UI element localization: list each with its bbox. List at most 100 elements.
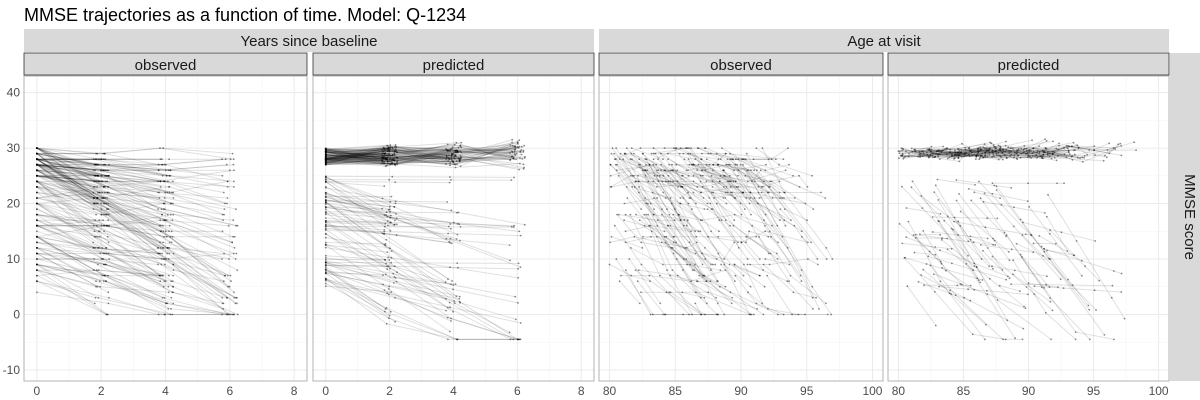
data-point — [1007, 275, 1009, 278]
data-point — [979, 281, 981, 284]
data-point — [161, 213, 163, 216]
data-point — [395, 156, 398, 158]
data-point — [640, 263, 643, 266]
data-point — [700, 296, 702, 299]
data-point — [393, 159, 396, 162]
data-point — [36, 191, 38, 194]
column-strip-label: Age at visit — [847, 33, 921, 50]
panel-frame — [598, 75, 884, 382]
data-point — [1044, 151, 1046, 154]
data-point — [36, 186, 38, 188]
data-point — [103, 263, 105, 266]
data-point — [104, 163, 107, 166]
trajectory-line — [941, 239, 1025, 307]
data-point — [957, 220, 959, 223]
data-point — [1074, 149, 1076, 152]
data-point — [391, 159, 394, 161]
data-point — [628, 258, 631, 260]
trajectory-line — [951, 228, 980, 281]
trajectory-line — [654, 153, 692, 199]
data-point — [97, 263, 99, 266]
data-point — [36, 152, 38, 155]
data-point — [324, 277, 327, 280]
data-point — [512, 226, 515, 229]
data-point — [936, 178, 939, 181]
data-point — [1004, 144, 1007, 147]
data-point — [229, 313, 232, 316]
data-point — [646, 202, 649, 205]
data-point — [999, 148, 1001, 151]
data-point — [901, 155, 903, 157]
trajectory-line — [746, 170, 818, 260]
x-tick-label: 85 — [669, 384, 683, 398]
trajectory-line — [906, 207, 941, 215]
trajectory-line — [1027, 151, 1069, 157]
data-point — [637, 180, 640, 183]
trajectory-line — [665, 236, 764, 315]
trajectory-line — [36, 153, 163, 166]
data-point — [831, 258, 834, 260]
data-point — [932, 156, 934, 159]
trajectory-line — [905, 150, 939, 158]
data-point — [160, 258, 163, 260]
trajectory-line — [1042, 147, 1065, 159]
data-point — [897, 157, 900, 160]
data-point — [941, 266, 943, 269]
data-point — [159, 274, 162, 277]
data-point — [105, 280, 107, 283]
trajectory-line — [325, 149, 455, 160]
trajectory-line — [36, 219, 170, 227]
data-point — [36, 147, 38, 150]
data-point — [157, 191, 160, 194]
data-point — [692, 180, 695, 183]
data-point — [223, 252, 226, 255]
data-point — [970, 150, 973, 153]
trajectory-line — [992, 256, 1053, 311]
data-point — [390, 160, 393, 163]
trajectory-line — [904, 257, 983, 281]
trajectory-line — [36, 192, 108, 199]
data-point — [36, 152, 38, 155]
data-point — [163, 296, 166, 299]
trajectory-line — [902, 149, 929, 154]
data-point — [953, 154, 956, 157]
data-point — [997, 151, 1000, 154]
trajectory-line — [664, 236, 735, 260]
data-point — [456, 233, 459, 236]
trajectory-line — [1006, 149, 1070, 156]
trajectory-line — [930, 154, 977, 157]
trajectory-line — [900, 155, 977, 158]
trajectory-line — [665, 242, 726, 288]
data-point — [450, 242, 453, 245]
data-point — [324, 155, 327, 158]
data-point — [449, 176, 451, 178]
data-point — [1056, 182, 1058, 185]
data-point — [925, 263, 928, 265]
trajectory-line — [899, 150, 931, 157]
trajectory-line — [36, 236, 169, 310]
data-point — [1026, 156, 1029, 159]
trajectory-line — [1047, 153, 1107, 159]
data-point — [229, 169, 231, 172]
data-point — [991, 182, 994, 185]
data-point — [229, 158, 232, 161]
data-point — [508, 331, 511, 334]
data-point — [324, 149, 327, 152]
data-point — [381, 159, 383, 162]
data-point — [980, 154, 982, 157]
data-point — [728, 180, 730, 183]
data-point — [36, 252, 38, 255]
trajectory-line — [720, 169, 826, 199]
data-point — [512, 338, 515, 341]
data-point — [511, 138, 514, 141]
data-point — [105, 247, 107, 249]
data-point — [96, 180, 99, 183]
data-point — [674, 147, 677, 150]
data-point — [518, 139, 521, 142]
data-point — [458, 158, 461, 161]
data-point — [324, 159, 327, 161]
data-point — [1093, 145, 1096, 148]
trajectory-line — [36, 169, 108, 177]
data-point — [725, 202, 728, 205]
data-point — [455, 155, 458, 158]
